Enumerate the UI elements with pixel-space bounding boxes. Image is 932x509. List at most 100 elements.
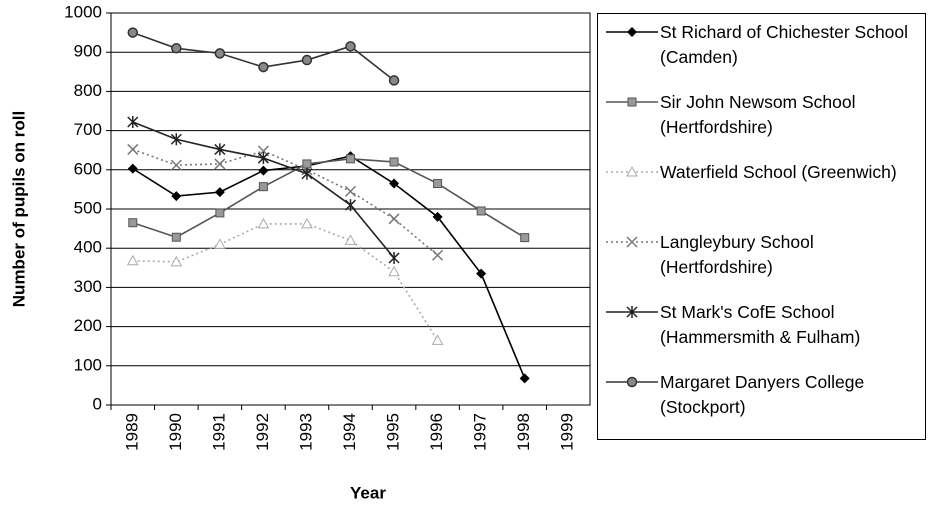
marker [170, 133, 182, 146]
marker [388, 265, 400, 277]
marker [388, 75, 400, 86]
marker [215, 208, 225, 218]
marker [258, 182, 268, 192]
x-tick-label: 1999 [558, 413, 577, 451]
marker [127, 115, 139, 128]
y-tick-label: 600 [74, 159, 102, 178]
marker [301, 217, 313, 229]
marker [627, 27, 637, 37]
y-axis-title: Number of pupils on roll [9, 111, 28, 307]
marker [344, 199, 357, 212]
marker [214, 238, 226, 249]
chart: Year Number of pupils on roll 0 100 200 300… [9, 2, 591, 502]
x-axis-title: Year [350, 483, 386, 502]
marker [345, 41, 356, 52]
legend-swatch [606, 376, 658, 388]
series-line [132, 31, 395, 82]
legend-label: Sir John Newsom School (Hertfordshire) [660, 92, 856, 137]
series-line [132, 223, 439, 341]
marker [389, 157, 399, 167]
y-tick-label: 700 [74, 120, 102, 139]
series-line [132, 158, 526, 239]
y-tick-label: 300 [74, 277, 102, 296]
legend-entry: Langleybury School (Hertfordshire) [604, 230, 921, 300]
marker [214, 158, 226, 170]
legend-swatch [606, 27, 658, 37]
marker [431, 334, 444, 345]
y-tick-label: 400 [74, 238, 102, 257]
legend-entry: Sir John Newsom School (Hertfordshire) [604, 90, 921, 160]
marker [432, 249, 444, 261]
legend-swatch [606, 236, 658, 248]
y-tick-label: 200 [74, 316, 102, 335]
legend-label: St Richard of Chichester School (Camden) [660, 22, 909, 67]
marker [301, 167, 313, 180]
marker [388, 213, 400, 225]
marker [626, 236, 638, 248]
x-tick-label: 1993 [296, 413, 315, 451]
marker [433, 179, 443, 189]
marker [626, 306, 638, 318]
x-tick-label: 1997 [471, 413, 490, 451]
marker [214, 143, 226, 156]
marker [346, 154, 355, 164]
legend-entry: Waterfield School (Greenwich) [604, 160, 921, 230]
marker [301, 54, 313, 66]
marker [171, 43, 182, 54]
marker [388, 252, 400, 264]
legend-entry: St Richard of Chichester School (Camden) [604, 20, 921, 90]
marker [214, 187, 225, 198]
marker [257, 152, 269, 165]
marker [171, 232, 181, 242]
marker [127, 27, 139, 38]
marker [344, 234, 357, 245]
legend-entry: St Mark's CofE School (Hammersmith & Ful… [604, 300, 921, 370]
marker [170, 159, 182, 171]
marker [432, 211, 443, 222]
marker [344, 185, 357, 197]
marker [258, 165, 269, 176]
legend-label: Margaret Danyers College (Stockport) [660, 372, 865, 417]
marker [126, 254, 139, 266]
y-tick-label: 100 [74, 355, 102, 374]
marker [214, 48, 226, 59]
x-tick-label: 1994 [340, 413, 359, 451]
legend-swatch [606, 165, 658, 177]
x-tick-label: 1998 [514, 413, 533, 451]
x-tick-label: 1996 [427, 413, 446, 451]
legend-entry: Margaret Danyers College (Stockport) [604, 370, 921, 440]
marker [476, 268, 487, 279]
y-tick-label: 0 [93, 394, 102, 413]
marker [626, 165, 638, 177]
x-tick-label: 1990 [166, 413, 185, 451]
marker [127, 143, 139, 155]
legend: St Richard of Chichester School (Camden)… [597, 13, 926, 440]
marker [127, 163, 138, 174]
x-tick-label: 1995 [384, 413, 403, 451]
marker [476, 206, 486, 216]
legend-label: Waterfield School (Greenwich) [660, 162, 897, 182]
legend-label: Langleybury School (Hertfordshire) [660, 232, 814, 277]
plot-frame [110, 12, 591, 406]
marker [257, 217, 270, 229]
legend-label: St Mark's CofE School (Hammersmith & Ful… [660, 302, 861, 347]
legend-swatch [606, 306, 658, 318]
y-tick-label: 800 [74, 81, 102, 100]
y-tick-label: 500 [74, 198, 102, 217]
marker [389, 178, 400, 189]
marker [171, 191, 182, 202]
marker [128, 218, 138, 228]
x-tick-label: 1989 [122, 413, 141, 451]
x-tick-label: 1992 [253, 413, 272, 451]
marker [627, 97, 637, 107]
marker [170, 255, 183, 267]
x-tick-label: 1991 [209, 413, 228, 451]
marker [258, 61, 269, 73]
legend-swatch [606, 97, 658, 107]
marker [520, 233, 530, 243]
marker [519, 373, 530, 384]
marker [626, 376, 638, 388]
y-tick-label: 900 [74, 42, 102, 61]
y-tick-label: 1000 [64, 2, 102, 21]
